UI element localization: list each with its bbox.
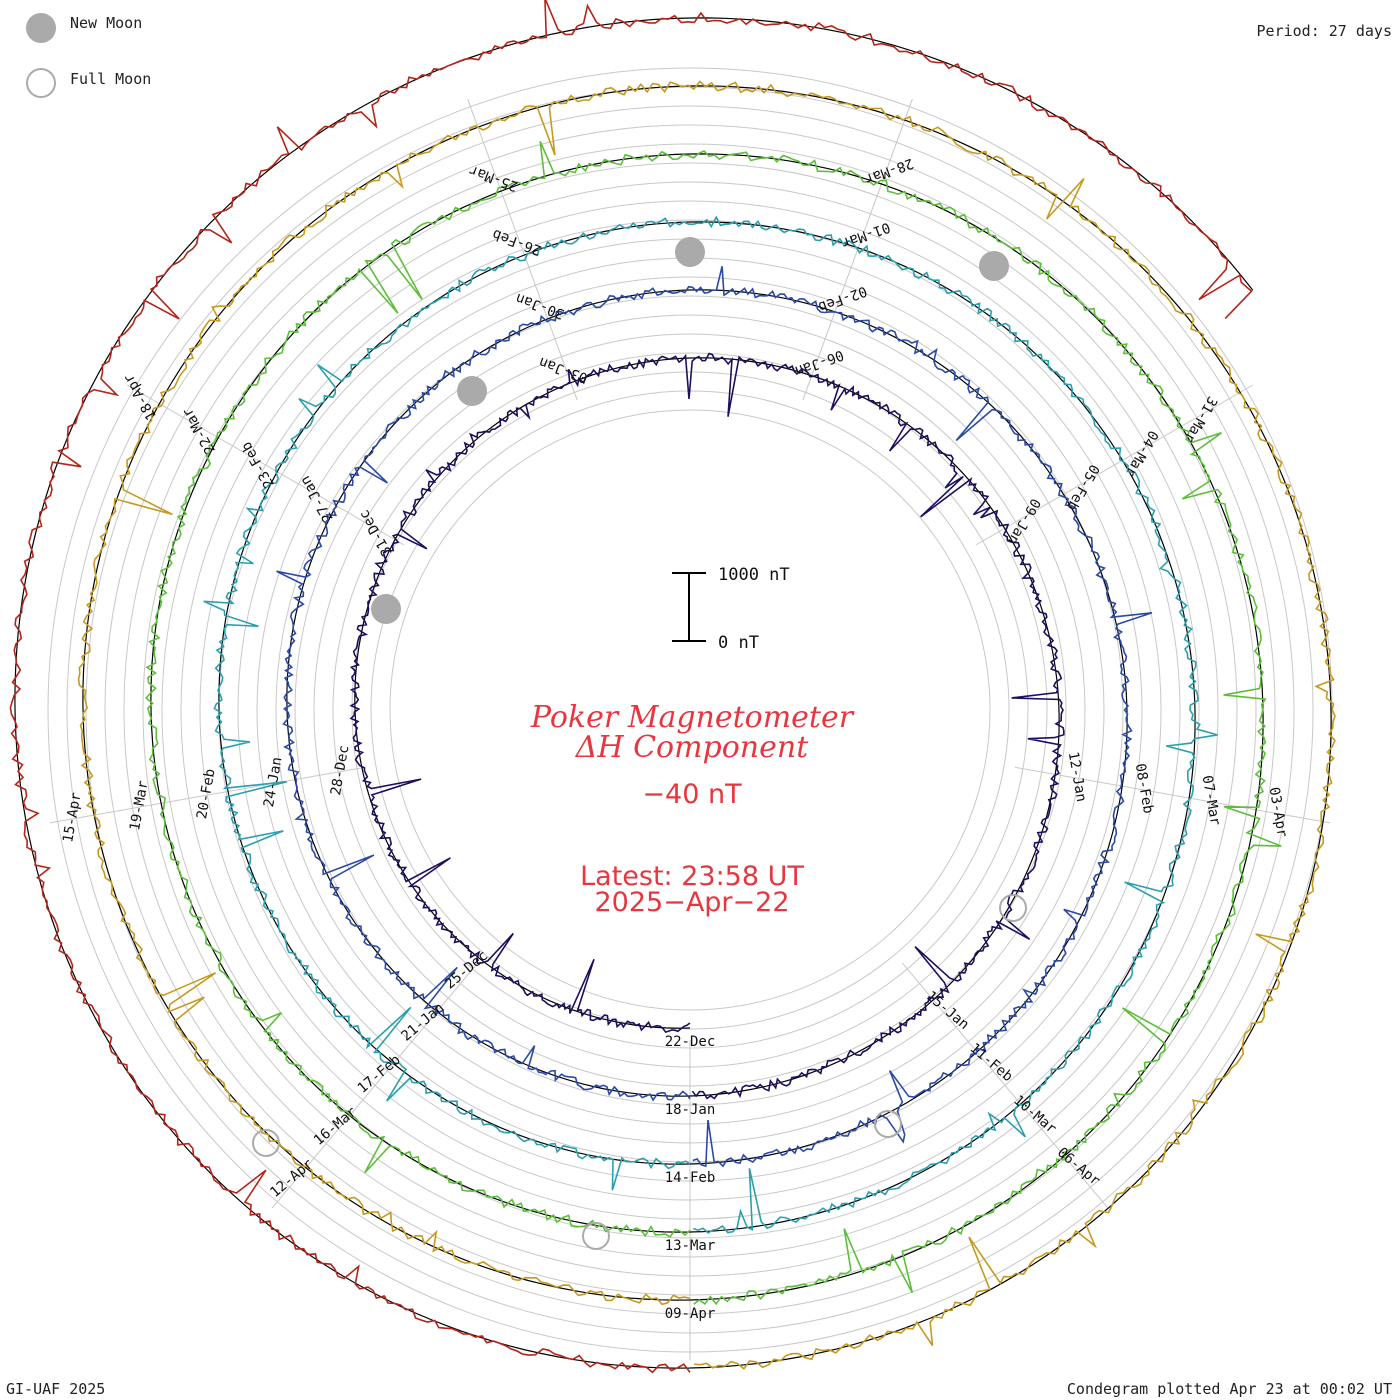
grid-spoke (975, 384, 1254, 546)
new-moon-marker (675, 237, 705, 267)
date-label: 04-Mar (1122, 427, 1161, 479)
date-label: 05-Feb (1063, 461, 1102, 513)
date-label: 02-Feb (816, 282, 869, 314)
scale-bar: 1000 nT 0 nT (672, 565, 790, 653)
trace-series-1 (276, 266, 1153, 1168)
date-label: 03-Jan (537, 353, 590, 385)
grid-spoke (126, 384, 405, 546)
full-moon-legend-icon (26, 68, 56, 98)
full-moon-marker (582, 1222, 610, 1250)
trace-series-4 (77, 80, 1336, 1370)
latest-time: Latest: 23:58 UT (580, 861, 804, 892)
date-label: 25-Mar (467, 162, 520, 194)
date-label: 18-Jan (665, 1102, 716, 1118)
moon-markers (252, 237, 1027, 1250)
chart-subtitle: ΔH Component (575, 730, 809, 765)
date-label: 06-Jan (793, 346, 846, 378)
period-label: Period: 27 days (1256, 22, 1392, 40)
trace-group (9, 0, 1336, 1374)
new-moon-marker (979, 251, 1009, 281)
date-label: 25-Dec (442, 948, 491, 993)
date-label: 13-Mar (665, 1238, 716, 1254)
baseline-spiral (14, 17, 1332, 1369)
grid-spoke (467, 99, 578, 401)
new-moon-legend-icon (26, 13, 56, 43)
trace-series-3 (144, 141, 1282, 1306)
scale-top-label: 1000 nT (718, 565, 790, 585)
date-label: 22-Dec (665, 1034, 716, 1050)
date-label: 01-Mar (839, 219, 892, 251)
trace-series-5 (9, 0, 1253, 1374)
date-label: 14-Feb (665, 1170, 716, 1186)
footer-plotted: Condegram plotted Apr 23 at 00:02 UT (1066, 1380, 1392, 1398)
grid-spoke (901, 962, 1109, 1209)
grid-spokes (49, 99, 1331, 1360)
chart-title: Poker Magnetometer (530, 700, 855, 735)
full-moon-legend-label: Full Moon (70, 70, 151, 88)
full-moon-marker (252, 1129, 280, 1157)
date-label: 30-Jan (514, 290, 567, 322)
latest-date: 2025−Apr−22 (594, 887, 789, 918)
new-moon-marker (371, 594, 401, 624)
date-label: 22-Mar (180, 405, 219, 457)
date-label: 31-Dec (356, 507, 395, 559)
date-label: 09-Apr (665, 1306, 716, 1322)
new-moon-marker (457, 376, 487, 406)
trace-series-2 (203, 215, 1218, 1234)
grid-spoke (49, 766, 366, 824)
scale-bottom-label: 0 nT (718, 633, 759, 653)
date-label: 26-Feb (490, 226, 543, 258)
date-label: 21-Jan (398, 1000, 447, 1045)
date-label: 15-Jan (923, 988, 972, 1033)
date-label: 27-Jan (297, 473, 336, 525)
current-value: −40 nT (642, 779, 742, 810)
grid-spoke (1014, 766, 1331, 824)
date-label: 06-Apr (1054, 1145, 1103, 1190)
grid-circle (389, 409, 991, 1011)
footer-credit: GI-UAF 2025 (6, 1380, 106, 1398)
trace-series-0 (349, 352, 1065, 1100)
full-moon-marker (999, 894, 1027, 922)
full-moon-marker (874, 1110, 902, 1138)
new-moon-legend-label: New Moon (70, 14, 142, 32)
